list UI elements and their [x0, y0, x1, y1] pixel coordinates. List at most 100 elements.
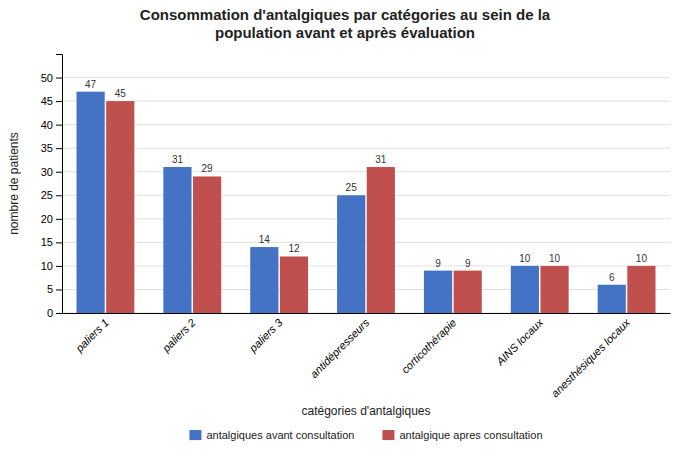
legend-label: antalgiques avant consultation: [206, 429, 354, 441]
legend-item: antalgique apres consultation: [382, 429, 542, 441]
bar: [598, 285, 626, 313]
y-axis-title: nombre de patients: [7, 132, 21, 235]
tick: corticothérapie: [399, 316, 459, 376]
data-label: 47: [85, 79, 97, 90]
grid-line: [62, 171, 670, 172]
tick: paliers 2: [159, 316, 198, 355]
bar: [163, 167, 191, 313]
tick-label: corticothérapie: [399, 316, 459, 376]
tick: 0: [47, 307, 62, 319]
bar: [193, 176, 221, 313]
tick: 35: [41, 142, 62, 154]
tick-mark: [56, 172, 62, 173]
legend-swatch: [382, 430, 394, 440]
tick-label: antidépresseurs: [308, 316, 372, 380]
grid-line: [62, 218, 670, 219]
grid-line: [62, 101, 670, 102]
tick-label: 50: [41, 72, 53, 84]
data-label: 45: [115, 88, 127, 99]
tick-mark: [56, 289, 62, 290]
y-axis: 0 5 10 15 20 25 30 35 40 45 50: [41, 55, 63, 320]
data-label: 10: [549, 253, 561, 264]
tick: 15: [41, 236, 62, 248]
title: Consommation d'antalgiques par catégorie…: [140, 6, 551, 41]
tick-label: anesthésiques locaux: [549, 316, 633, 400]
data-label: 6: [609, 272, 615, 283]
data-label: 10: [519, 253, 531, 264]
data-label: 9: [435, 258, 441, 269]
grid: [62, 78, 670, 313]
tick-mark: [56, 242, 62, 243]
tick-mark: [56, 195, 62, 196]
tick: paliers 3: [246, 316, 285, 355]
tick-label: 10: [41, 260, 53, 272]
tick-mark: [56, 148, 62, 149]
tick-mark: [56, 313, 62, 314]
tick-label: 40: [41, 119, 53, 131]
tick-mark: [56, 78, 62, 79]
grid-line: [62, 242, 670, 243]
tick-label: paliers 1: [72, 316, 111, 355]
tick-label: 35: [41, 142, 53, 154]
bar: [511, 266, 539, 313]
data-label: 14: [259, 234, 271, 245]
grid-line: [62, 289, 670, 290]
legend-swatch: [189, 430, 201, 440]
tick: anesthésiques locaux: [549, 316, 633, 400]
tick: paliers 1: [72, 316, 111, 355]
legend-label: antalgique apres consultation: [399, 429, 542, 441]
grid-line: [62, 148, 670, 149]
grid-line: [62, 313, 670, 314]
tick-label: AINS locaux: [493, 316, 545, 368]
grid-line: [62, 195, 670, 196]
tick-label: 5: [47, 283, 53, 295]
tick: 20: [41, 213, 62, 225]
tick-label: 30: [41, 166, 53, 178]
tick-label: paliers 2: [159, 316, 198, 355]
tick-label: 20: [41, 213, 53, 225]
data-labels: 4731142591064529123191010: [85, 79, 647, 283]
chart: Consommation d'antalgiques par catégorie…: [0, 0, 690, 463]
axis-line: [63, 313, 671, 314]
tick-label: 0: [47, 307, 53, 319]
tick: 5: [47, 283, 62, 295]
tick-mark: [56, 101, 62, 102]
tick-mark: [56, 125, 62, 126]
tick-mark: [56, 266, 62, 267]
data-label: 10: [636, 253, 648, 264]
bars: [77, 92, 656, 313]
grid-line: [62, 265, 670, 266]
tick: AINS locaux: [493, 316, 545, 368]
bar: [540, 266, 568, 313]
bar: [77, 92, 105, 313]
axis-line: [56, 55, 63, 314]
bar: [627, 266, 655, 313]
tick-label: paliers 3: [246, 316, 285, 355]
bar: [250, 247, 278, 313]
data-label: 9: [465, 258, 471, 269]
legend: antalgiques avant consultation antalgique…: [189, 429, 542, 441]
tick: 25: [41, 189, 62, 201]
data-label: 31: [172, 154, 184, 165]
tick: 10: [41, 260, 62, 272]
bar: [367, 167, 395, 313]
x-axis-title: catégories d'antalgiques: [301, 404, 430, 418]
tick: 50: [41, 72, 62, 84]
bar: [106, 101, 134, 313]
legend-item: antalgiques avant consultation: [189, 429, 354, 441]
data-label: 12: [288, 243, 300, 254]
x-axis: paliers 1 paliers 2 paliers 3 antidépresseu…: [63, 314, 671, 400]
tick-label: 15: [41, 236, 53, 248]
tick-mark: [56, 219, 62, 220]
bar: [424, 271, 452, 313]
bar: [280, 256, 308, 313]
tick: 30: [41, 166, 62, 178]
tick-label: 45: [41, 95, 53, 107]
data-label: 29: [202, 163, 214, 174]
tick: 45: [41, 95, 62, 107]
bar: [454, 271, 482, 313]
grid-line: [62, 124, 670, 125]
bar: [337, 195, 365, 313]
tick-label: 25: [41, 189, 53, 201]
grid-line: [62, 77, 670, 78]
